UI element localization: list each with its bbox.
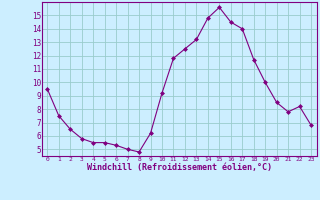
X-axis label: Windchill (Refroidissement éolien,°C): Windchill (Refroidissement éolien,°C) — [87, 163, 272, 172]
